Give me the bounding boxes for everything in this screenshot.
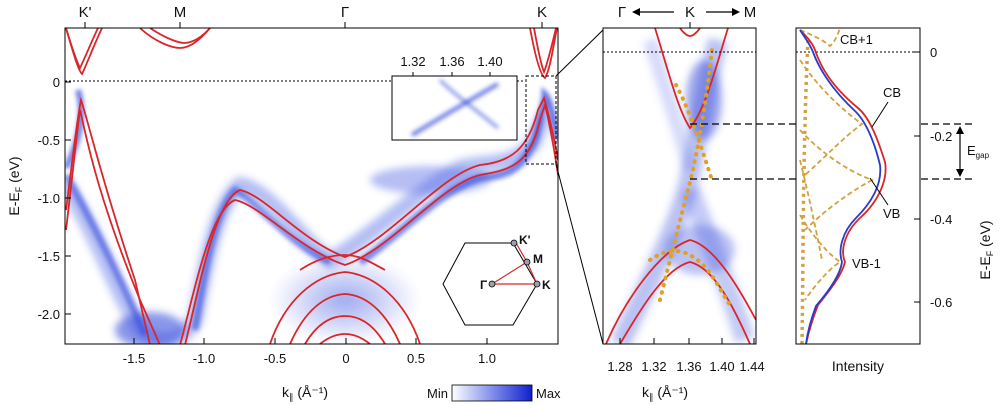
colorbar: Min Max [427,384,561,402]
b-x-tick-2: 1.36 [676,359,701,374]
bz-point-m [523,258,531,266]
y-tick-1: -0.5 [38,133,60,148]
panel-c-frame [795,27,921,345]
arrow-left-head [632,8,640,16]
connector-bottom [555,163,604,345]
panel-a-y-axis: 0 -0.5 -1.0 -1.5 -2.0 E-EF (eV) [6,75,71,322]
bz-label-kprime: K' [519,233,531,247]
label-gamma-b: Γ [618,4,626,21]
x-tick-4: 0.5 [407,351,425,366]
x-tick-3: 0 [342,351,349,366]
bz-point-gamma [488,280,496,288]
panel-b-frame [602,27,757,345]
panel-b-arpes-map [603,28,756,344]
inset-zoom: 1.32 1.36 1.40 [391,54,518,141]
panel-b-direction-arrows: Γ K M [618,4,756,28]
b-x-tick-4: 1.44 [739,359,764,374]
label-kprime-top: K' [79,4,92,21]
c-y-tick-1: -0.2 [930,129,952,144]
bz-label-m: M [533,252,543,266]
panel-a-frame [64,27,559,345]
bz-path-gamma-m [491,261,528,285]
x-tick-2: -0.5 [264,351,286,366]
panel-b-xlabel: k∥ (Å⁻¹) [642,384,688,402]
c-y-tick-0: 0 [930,45,937,60]
c-y-tick-2: -0.4 [930,212,952,227]
panel-c: CB+1 CB VB VB-1 0 -0.2 -0.4 -0.6 E-EF (e… [795,27,995,374]
label-vb: VB [883,206,900,221]
bz-path-m-k [526,261,538,285]
vb-leader-line [869,177,889,206]
x-tick-1: -1.0 [193,351,215,366]
dft-bands-b [605,28,756,344]
inset-tick-1: 1.36 [439,54,464,69]
bz-hexagon [442,242,538,326]
inset-tick-2: 1.40 [477,54,502,69]
egap-arrow: Egap [956,126,990,177]
edc-fit-components [799,27,875,301]
label-m-top: M [174,4,187,21]
edc-background [800,39,810,345]
colorbar-min-label: Min [427,386,448,401]
c-y-tick-3: -0.6 [930,295,952,310]
bz-label-k: K [542,278,551,292]
panel-b: Γ K M 1.28 1.32 1.36 1.40 1.44 k∥ (Å⁻¹) [602,4,765,402]
colorbar-gradient [451,384,533,402]
panel-a: K' M Γ K 0 -0.5 -1.0 -1.5 -2.0 E-EF (eV) [6,4,561,402]
dft-bands-a [65,28,558,344]
bz-label-gamma: Γ [480,278,488,292]
label-vb1: VB-1 [852,256,881,271]
zoom-selection-box [525,75,557,165]
cb-leader-line [871,101,889,128]
b-x-tick-1: 1.32 [641,359,666,374]
bz-path-m-kprime [515,242,528,263]
colorbar-max-label: Max [536,386,561,401]
inset-tick-0: 1.32 [400,54,425,69]
bz-point-kprime [510,239,518,247]
y-tick-3: -1.5 [38,249,60,264]
label-cb1: CB+1 [840,32,873,47]
connector-top [555,29,604,77]
label-m-b: M [744,4,757,21]
y-tick-0: 0 [53,75,60,90]
label-k-b: K [685,4,695,21]
panel-a-arpes-map [65,28,558,344]
x-tick-5: 1.0 [478,351,496,366]
panel-c-background [796,28,920,344]
y-tick-4: -2.0 [38,307,60,322]
arrow-right-head [732,8,740,16]
panel-c-xlabel: Intensity [832,358,884,374]
gold-fits-b [648,48,732,307]
b-x-tick-0: 1.28 [607,359,632,374]
label-gamma-top: Γ [341,4,349,21]
x-tick-0: -1.5 [123,351,145,366]
panel-c-ylabel: E-EF (eV) [977,220,995,279]
label-cb: CB [883,85,901,100]
brillouin-zone: K' M Γ K [442,233,551,326]
panel-c-y-axis: 0 -0.2 -0.4 -0.6 E-EF (eV) [914,45,995,310]
b-x-tick-3: 1.40 [709,359,734,374]
label-k-top: K [537,4,547,21]
panel-a-top-labels: K' M Γ K [79,4,547,28]
egap-label: Egap [967,143,990,160]
panel-a-xlabel: k∥ (Å⁻¹) [282,384,328,402]
bz-point-k [533,280,541,288]
panel-b-x-axis: 1.28 1.32 1.36 1.40 1.44 k∥ (Å⁻¹) [607,338,765,402]
panel-a-x-axis: -1.5 -1.0 -0.5 0 0.5 1.0 k∥ (Å⁻¹) [123,338,496,402]
y-tick-2: -1.0 [38,191,60,206]
panel-a-ylabel: E-EF (eV) [6,156,24,215]
